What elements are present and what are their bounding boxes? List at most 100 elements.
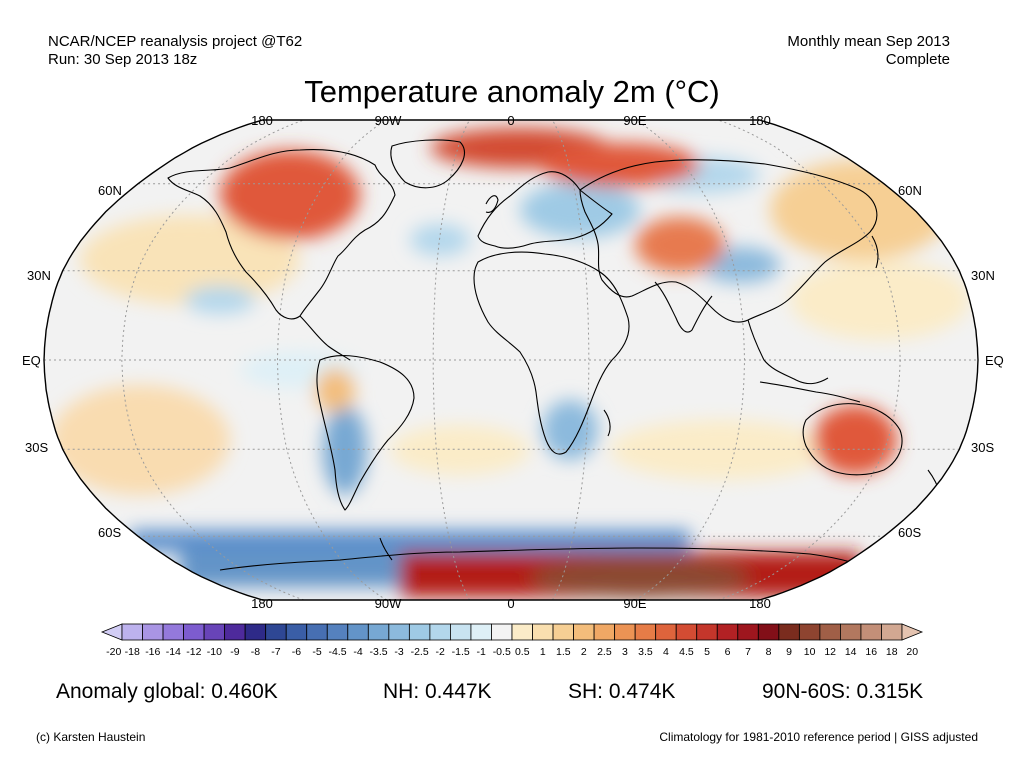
stat-global-anomaly: Anomaly global: 0.460K [56, 680, 278, 703]
coastline-madagascar [603, 409, 611, 437]
colorbar-box [552, 623, 574, 641]
data-source-label: NCAR/NCEP reanalysis project @T62 [48, 33, 303, 50]
colorbar-box [881, 623, 903, 641]
lon-label-top-90w: 90W [374, 113, 402, 128]
colorbar-tick-label: -10 [207, 646, 222, 658]
coastline-greenland [390, 139, 465, 189]
colorbar-boxes [100, 623, 924, 641]
colorbar-box [326, 623, 349, 641]
colorbar-tick-label: 12 [824, 646, 836, 658]
colorbar-tick-label: -18 [125, 646, 140, 658]
coastline-indonesia [759, 381, 861, 403]
colorbar-arrow-high [901, 623, 924, 641]
lat-label-left-30n: 30N [27, 268, 51, 283]
colorbar-box [203, 623, 226, 641]
lat-label-left-eq: EQ [22, 353, 41, 368]
colorbar-tick-label: 18 [886, 646, 898, 658]
colorbar-tick-label: 3.5 [638, 646, 653, 658]
climatology-note: Climatology for 1981-2010 reference peri… [659, 730, 978, 744]
colorbar-tick-label: 5 [704, 646, 710, 658]
colorbar-box [470, 623, 492, 641]
stat-nh-anomaly: NH: 0.447K [383, 680, 492, 703]
coastline-india [654, 281, 713, 333]
coastline-south-america [316, 354, 415, 511]
colorbar-box [121, 623, 143, 641]
colorbar-tick-label: -2.5 [411, 646, 429, 658]
period-label: Monthly mean Sep 2013 [787, 33, 950, 50]
credit-label: (c) Karsten Haustein [36, 730, 146, 744]
colorbar-box [819, 623, 841, 641]
colorbar-box [655, 623, 677, 641]
colorbar-box [450, 623, 472, 641]
lon-label-bottom-90e: 90E [623, 596, 647, 611]
colorbar-box [593, 623, 616, 641]
colorbar-box [511, 623, 533, 641]
anomaly-south-america-warm [315, 368, 355, 412]
anomaly-north-pacific [80, 215, 300, 305]
colorbar-box [162, 623, 184, 641]
colorbar-tick-label: 2.5 [597, 646, 612, 658]
colorbar-box [244, 623, 267, 641]
coastline-europe [477, 171, 613, 249]
colorbar-box [634, 623, 657, 641]
colorbar-tick-label: -6 [292, 646, 301, 658]
colorbar-tick-label: 14 [845, 646, 857, 658]
colorbar-box [265, 623, 287, 641]
colorbar-box [757, 623, 780, 641]
colorbar-tick-label: 0.5 [515, 646, 530, 658]
anomaly-scandinavia [540, 143, 700, 187]
colorbar-tick-label: 4 [663, 646, 669, 658]
lat-label-right-30s: 30S [971, 440, 995, 455]
colorbar-box [614, 623, 636, 641]
lon-label-bottom-90w: 90W [374, 596, 402, 611]
colorbar-box [491, 623, 513, 641]
coastline-north-america [167, 149, 396, 320]
continent-outlines [167, 139, 941, 573]
anomaly-eastern-europe [520, 182, 640, 238]
colorbar-tick-label: -4 [353, 646, 362, 658]
map-border [43, 119, 979, 601]
status-label: Complete [885, 51, 950, 68]
coastline-antarctic-peninsula [379, 537, 393, 561]
chart-title: Temperature anomaly 2m (°C) [304, 74, 720, 109]
anomaly-south-pacific [50, 385, 230, 495]
colorbar-tick-label: -4.5 [328, 646, 346, 658]
colorbar-box [675, 623, 698, 641]
colorbar-tick-label: 20 [906, 646, 918, 658]
colorbar-tick-label: -20 [106, 646, 121, 658]
colorbar-tick-label: -0.5 [493, 646, 511, 658]
colorbar-box [285, 623, 308, 641]
coastline-australia [802, 403, 903, 476]
colorbar-box [778, 623, 800, 641]
anomaly-southern-ocean-belt [130, 530, 690, 552]
lon-label-bottom-180w: 180 [251, 596, 273, 611]
coastline-central-america [299, 315, 351, 361]
lat-label-left-60n: 60N [98, 183, 122, 198]
colorbar-box [408, 623, 431, 641]
colorbar-tick-label: 1 [540, 646, 546, 658]
colorbar-tick-label: 1.5 [556, 646, 571, 658]
graticule [44, 120, 978, 600]
colorbar-tick-label: -8 [251, 646, 260, 658]
colorbar-tick-label: 6 [725, 646, 731, 658]
colorbar-box [798, 623, 821, 641]
anomaly-north-pacific-cool [185, 286, 255, 314]
lon-label-top-90e: 90E [623, 113, 647, 128]
colorbar-box [860, 623, 882, 641]
colorbar-box [306, 623, 328, 641]
lat-label-right-60n: 60N [898, 183, 922, 198]
stat-polar-anomaly: 90N-60S: 0.315K [762, 680, 924, 703]
coastline-antarctica [219, 547, 881, 573]
colorbar-tick-label: 10 [804, 646, 816, 658]
anomaly-southern-africa [542, 400, 598, 460]
colorbar-box [716, 623, 739, 641]
colorbar-box [429, 623, 451, 641]
stat-sh-anomaly: SH: 0.474K [568, 680, 676, 703]
colorbar-tick-label: -1.5 [452, 646, 470, 658]
colorbar-tick-label: -2 [435, 646, 444, 658]
colorbar-labels: -20 -18 -16 -14 -12 -10 -9 -8 -7 -6 -5 -4.5 -4 -3.5 -3… [106, 646, 918, 658]
colorbar-box [573, 623, 595, 641]
anomaly-australia [813, 405, 897, 475]
lat-label-right-eq: EQ [985, 353, 1004, 368]
colorbar-box [224, 623, 246, 641]
